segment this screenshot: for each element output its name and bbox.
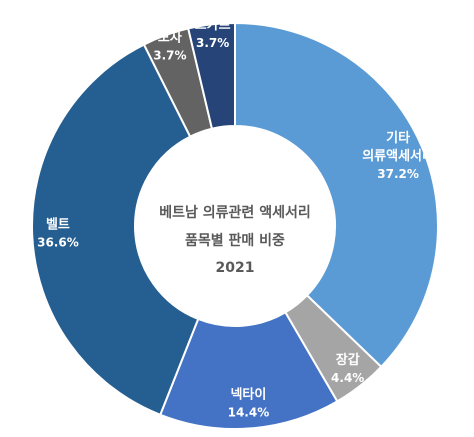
slice-category-label: 의류액세서리: [362, 148, 434, 164]
donut-slice: [158, 311, 339, 430]
slice-value-label: 4.4%: [331, 371, 364, 385]
slices-group: [31, 21, 439, 430]
center-title: 베트남 의류관련 액세서리 품목별 판매 비중 2021: [159, 204, 310, 276]
slice-category-label: 넥타이: [230, 386, 266, 402]
slice-category-label: 벨트: [46, 217, 70, 232]
donut-slice: [234, 21, 439, 369]
donut-slice: [187, 21, 236, 130]
slice-category-label: 모자: [158, 30, 182, 45]
slice-category-label: 기타: [386, 130, 410, 146]
slice-category-label: 장갑: [336, 352, 360, 368]
slice-value-label: 37.2%: [377, 167, 419, 181]
center-title-line-2: 품목별 판매 비중: [185, 232, 285, 249]
slice-value-label: 3.7%: [196, 36, 229, 50]
slice-value-label: 3.7%: [153, 48, 186, 62]
center-title-line-3: 2021: [216, 260, 255, 276]
center-title-line-1: 베트남 의류관련 액세서리: [159, 204, 310, 221]
donut-slice: [31, 43, 200, 417]
slice-value-label: 36.6%: [37, 235, 79, 249]
slice-value-label: 14.4%: [228, 405, 270, 419]
slice-category-label: 스카프: [195, 18, 231, 33]
